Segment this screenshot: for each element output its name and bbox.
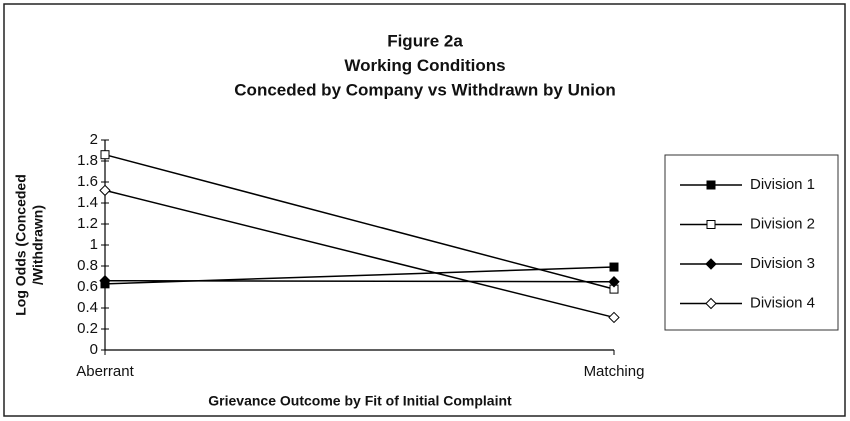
- chart-title: Figure 2a: [387, 31, 463, 50]
- y-tick-label: 1.4: [77, 194, 98, 211]
- y-axis-title: /Withdrawn): [30, 205, 46, 285]
- marker: [706, 220, 716, 229]
- legend-box: [664, 154, 839, 331]
- series-line: [104, 279, 615, 283]
- y-tick-label: 1.2: [77, 215, 98, 232]
- legend-label: Division 3: [750, 255, 815, 272]
- y-tick-label: 1: [90, 236, 98, 253]
- y-tick-label: 2: [90, 131, 98, 148]
- y-tick-label: 0.6: [77, 278, 98, 295]
- y-tick-label: 1.8: [77, 152, 98, 169]
- chart-title: Conceded by Company vs Withdrawn by Unio…: [234, 80, 615, 99]
- legend-label: Division 4: [750, 294, 815, 311]
- data-point: [608, 311, 620, 324]
- marker: [705, 258, 717, 270]
- y-tick-label: 0.2: [77, 320, 98, 337]
- x-tick-label: Aberrant: [76, 363, 134, 380]
- y-tick-label: 0.8: [77, 257, 98, 274]
- series-line: [104, 189, 615, 319]
- data-point: [99, 274, 111, 287]
- x-axis-title: Grievance Outcome by Fit of Initial Comp…: [208, 393, 512, 409]
- series-line: [104, 153, 615, 290]
- legend-label: Division 1: [750, 176, 815, 193]
- marker: [705, 297, 717, 310]
- legend-label: Division 2: [750, 215, 815, 232]
- chart-title: Working Conditions: [344, 56, 505, 75]
- y-axis-title: Log Odds (Conceded: [13, 174, 29, 316]
- y-tick-label: 0: [90, 341, 98, 358]
- data-point: [609, 262, 619, 272]
- marker: [706, 180, 716, 190]
- data-point: [99, 184, 111, 197]
- x-tick-label: Matching: [584, 363, 645, 380]
- y-tick-label: 1.6: [77, 173, 98, 190]
- data-point: [608, 276, 620, 288]
- y-tick-label: 0.4: [77, 299, 98, 316]
- data-point: [100, 150, 110, 160]
